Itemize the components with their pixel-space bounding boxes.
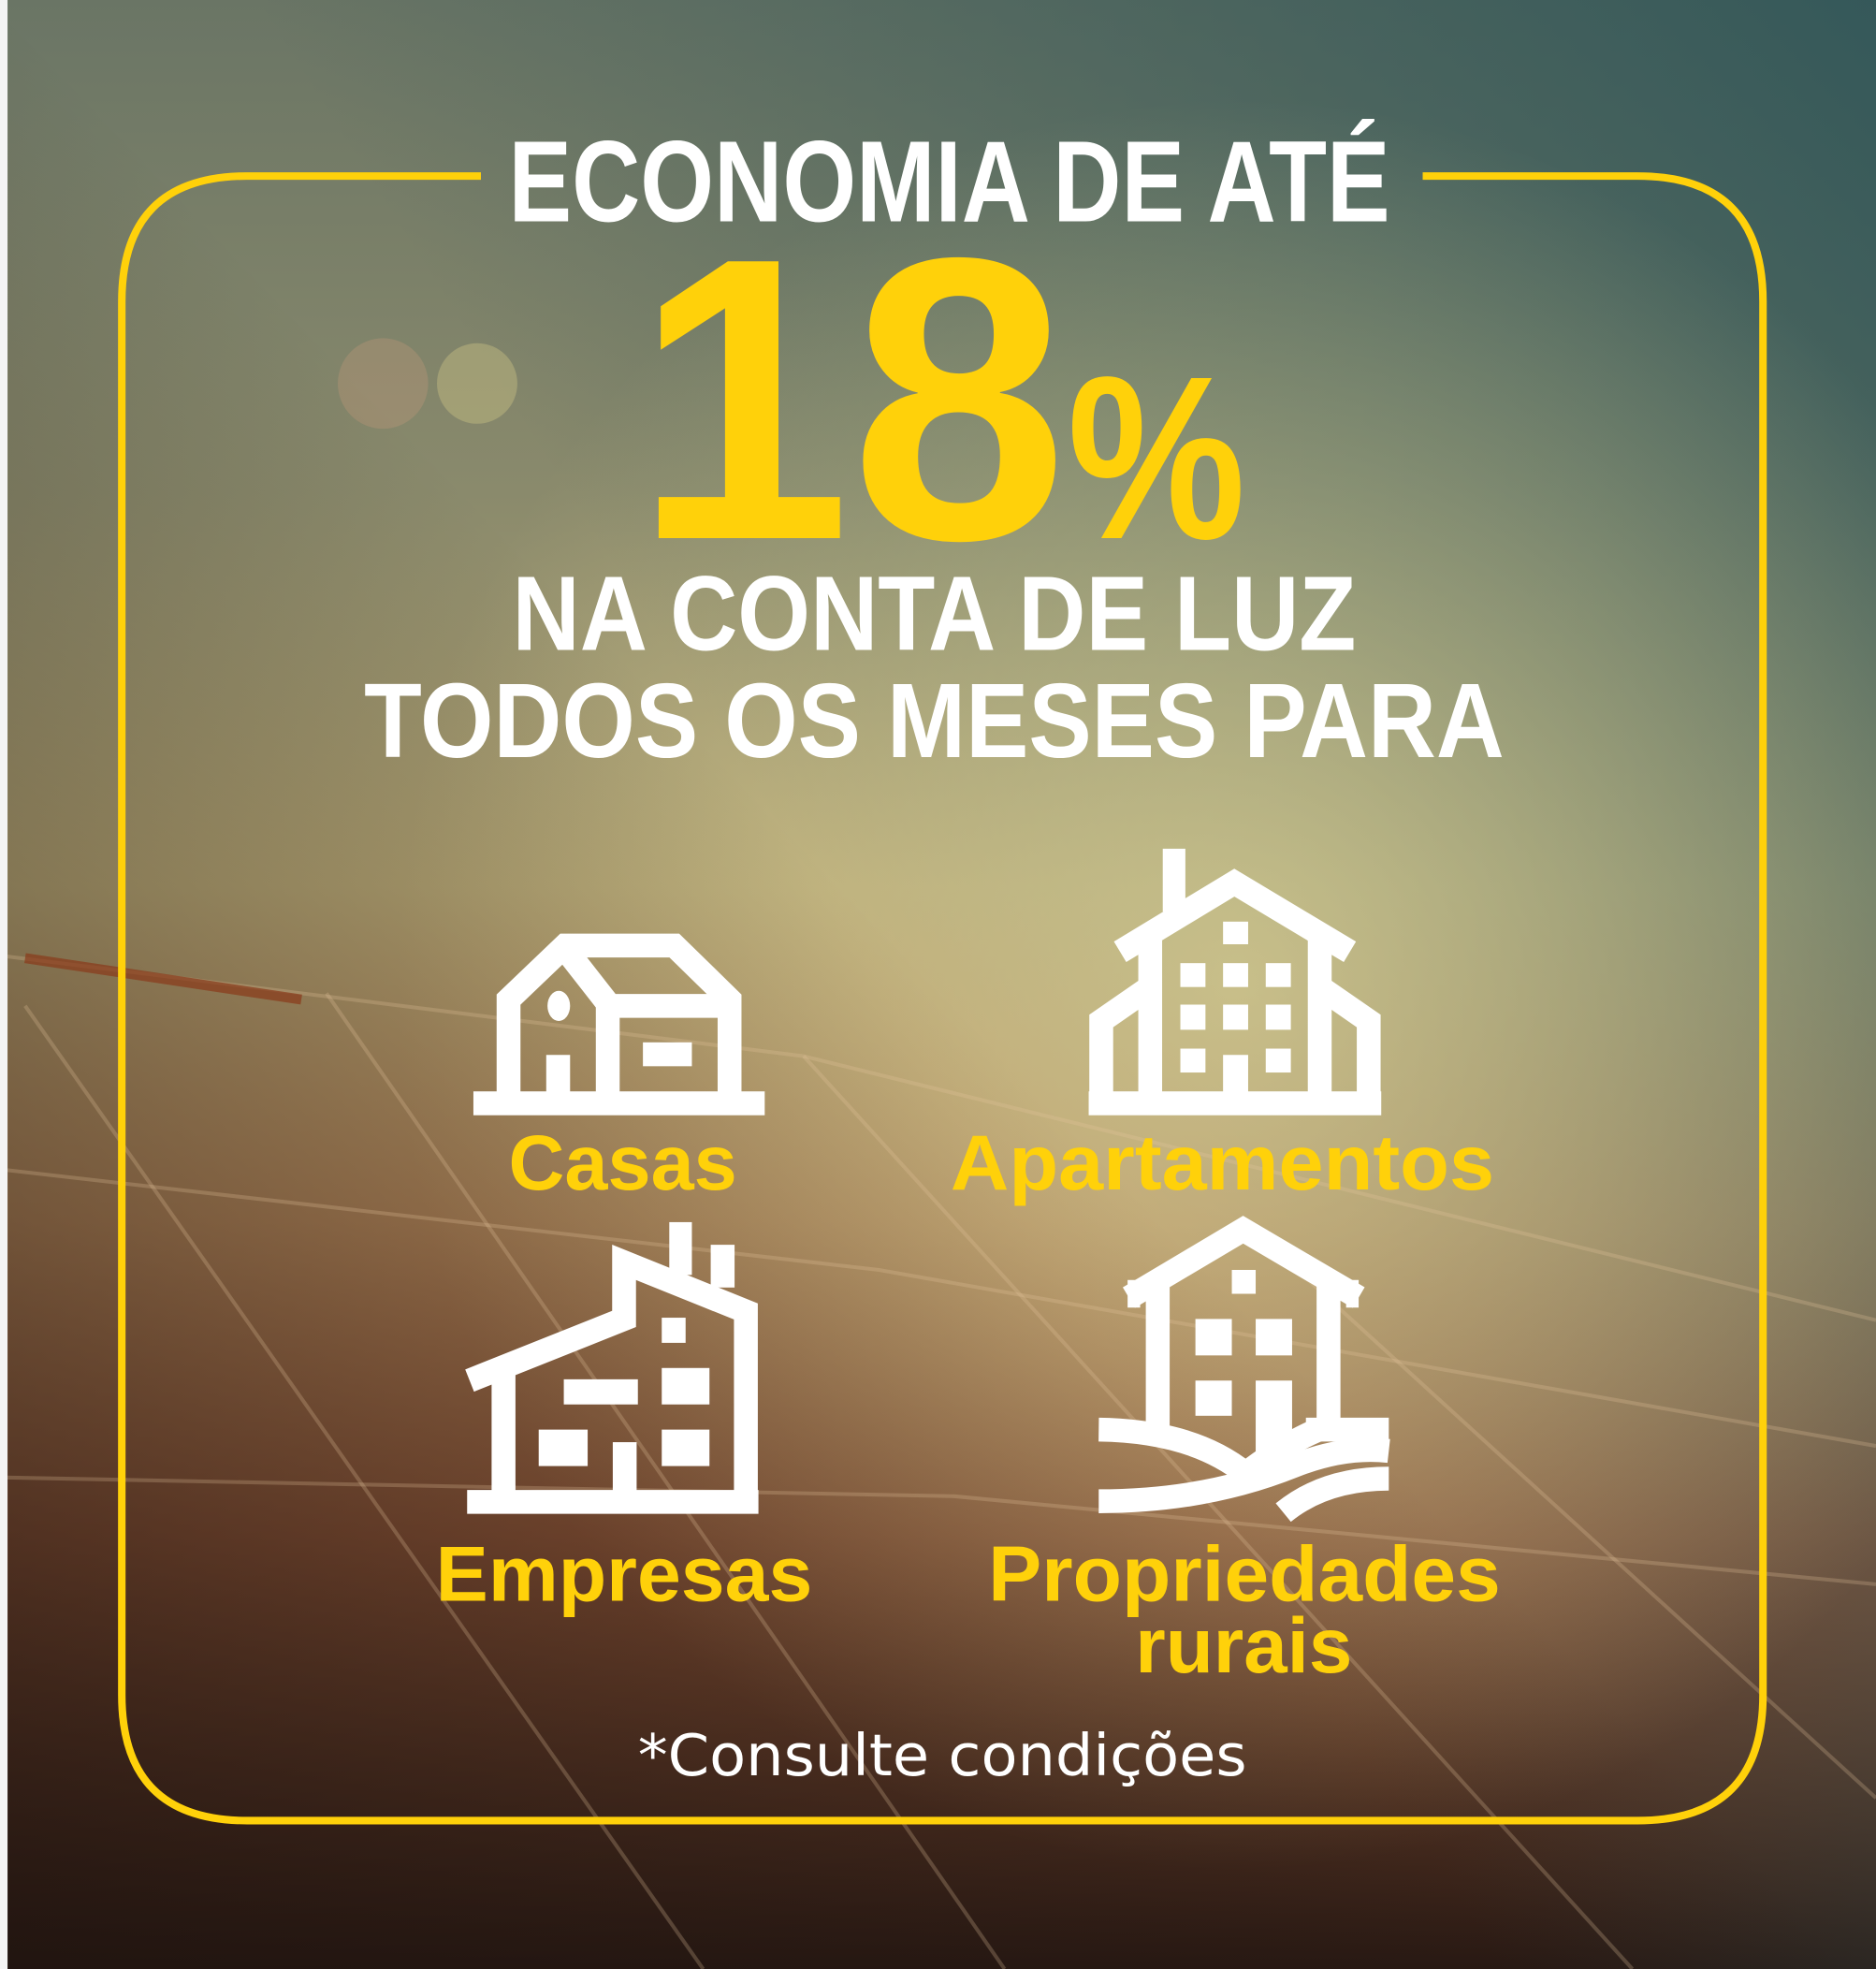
apartment-building-icon bbox=[1088, 848, 1382, 1116]
headline-line-1: NA CONTA DE LUZ bbox=[513, 555, 1357, 673]
category-label-casas: Casas bbox=[509, 1119, 737, 1206]
headline-top: ECONOMIA DE ATÉ bbox=[509, 117, 1390, 246]
house-icon bbox=[473, 933, 765, 1116]
footnote-consulte-condicoes: *Consulte condições bbox=[638, 1722, 1247, 1789]
category-label-rurais: rurais bbox=[1135, 1602, 1352, 1689]
factory-icon bbox=[465, 1221, 759, 1514]
farm-property-icon bbox=[1098, 1216, 1390, 1523]
yellow-frame bbox=[118, 172, 1767, 1825]
category-label-apartamentos: Apartamentos bbox=[951, 1119, 1494, 1206]
category-label-propriedades: Propriedades bbox=[988, 1530, 1501, 1617]
headline-line-2: TODOS OS MESES PARA bbox=[364, 662, 1505, 780]
headline-percentage-unit: % bbox=[1068, 328, 1246, 588]
headline-percentage-value: 18 bbox=[634, 175, 1068, 624]
category-label-empresas: Empresas bbox=[436, 1530, 813, 1617]
